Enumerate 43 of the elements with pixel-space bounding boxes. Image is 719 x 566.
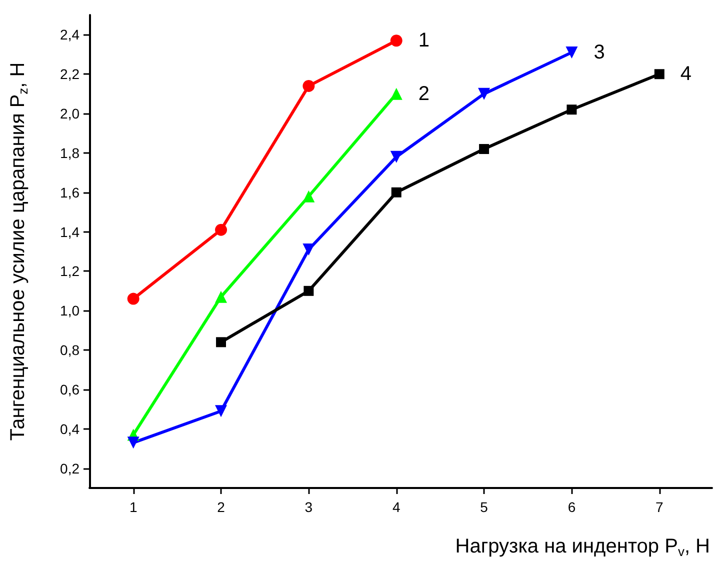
point <box>390 34 402 47</box>
series-label: 2 <box>418 82 430 105</box>
point <box>302 244 315 256</box>
y-tick-label: 0,8 <box>60 342 80 358</box>
point <box>127 292 140 305</box>
y-tick-label: 1,6 <box>60 184 80 200</box>
y-tick-label: 2,0 <box>60 106 80 122</box>
x-tick-label: 3 <box>304 499 313 515</box>
y-tick-label: 0,6 <box>60 381 80 398</box>
series-label: 1 <box>418 30 430 52</box>
point <box>302 190 315 202</box>
point <box>215 405 228 418</box>
x-tick-label: 1 <box>129 499 138 515</box>
point <box>566 46 578 58</box>
point <box>302 80 315 92</box>
y-tick-label: 2,2 <box>60 66 80 82</box>
y-axis-title: Тангенциальное усилие царапания Pz, Н <box>7 62 30 441</box>
point <box>566 104 577 115</box>
y-tick-label: 0,4 <box>60 420 80 437</box>
point <box>304 286 314 296</box>
point <box>215 290 228 303</box>
y-tick-label: 1,8 <box>60 144 80 161</box>
point <box>127 436 140 449</box>
x-tick-label: 2 <box>217 499 226 515</box>
y-tick-label: 1,4 <box>60 224 80 240</box>
point <box>391 187 402 198</box>
series-label: 4 <box>680 63 692 86</box>
point <box>390 88 402 100</box>
point <box>654 69 664 80</box>
x-tick-label: 6 <box>568 499 576 515</box>
y-tick-label: 1,2 <box>60 263 80 280</box>
series-label: 3 <box>594 41 605 64</box>
point <box>478 88 490 100</box>
y-tick-label: 0,2 <box>60 460 80 476</box>
x-tick-label: 7 <box>655 499 664 515</box>
x-tick-label: 5 <box>480 499 488 515</box>
point <box>479 144 490 154</box>
point <box>216 337 226 348</box>
point <box>215 224 228 236</box>
y-tick-label: 2,4 <box>60 26 80 43</box>
point <box>390 150 402 163</box>
y-tick-label: 1,0 <box>60 302 80 319</box>
x-tick-label: 4 <box>392 499 400 515</box>
